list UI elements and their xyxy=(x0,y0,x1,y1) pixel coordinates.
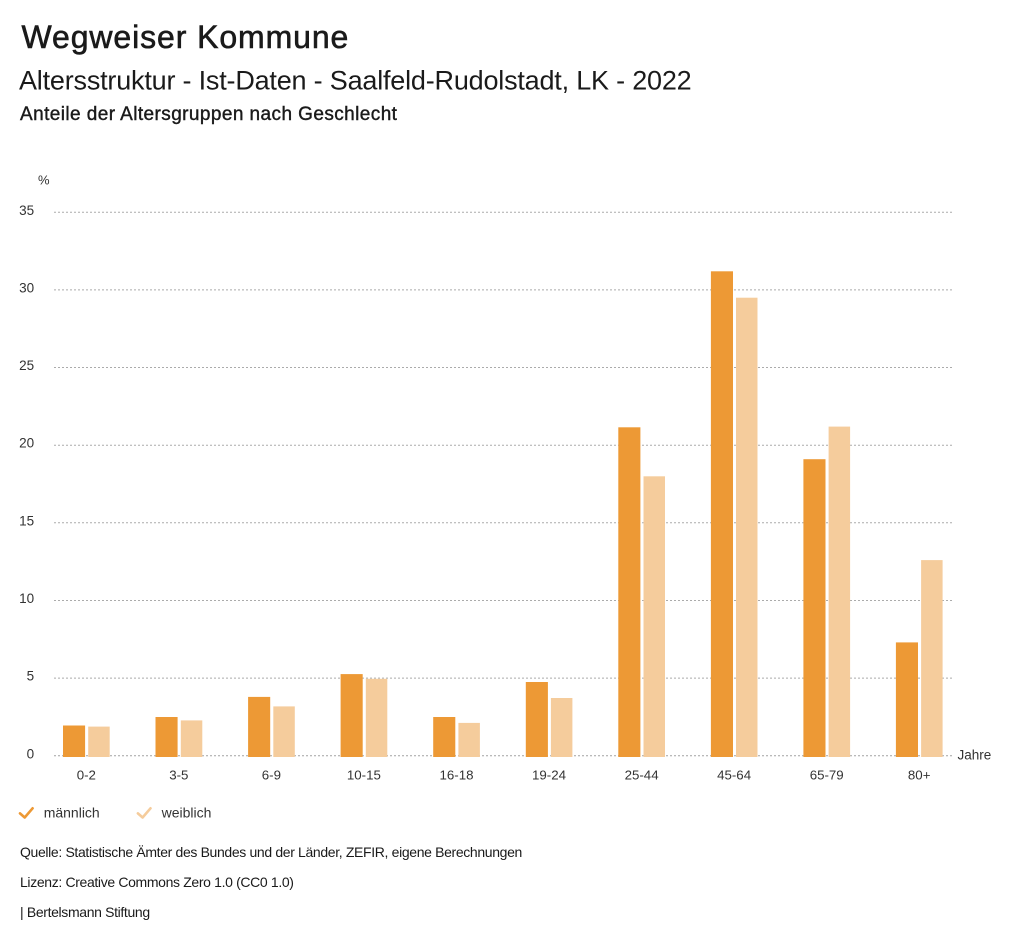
svg-text:Jahre: Jahre xyxy=(958,748,992,763)
svg-text:%: % xyxy=(38,172,50,187)
svg-text:6-9: 6-9 xyxy=(262,768,281,783)
svg-text:Wegweiser Kommune: Wegweiser Kommune xyxy=(22,19,350,55)
svg-text:25-44: 25-44 xyxy=(625,768,659,783)
svg-text:80+: 80+ xyxy=(908,768,931,783)
svg-text:Anteile der Altersgruppen nach: Anteile der Altersgruppen nach Geschlech… xyxy=(20,104,398,125)
svg-text:0-2: 0-2 xyxy=(77,768,96,783)
svg-text:25: 25 xyxy=(19,358,34,373)
svg-text:30: 30 xyxy=(19,280,34,295)
svg-text:weiblich: weiblich xyxy=(161,805,212,821)
svg-text:19-24: 19-24 xyxy=(532,768,566,783)
svg-text:0: 0 xyxy=(27,746,35,761)
svg-text:16-18: 16-18 xyxy=(439,768,473,783)
svg-text:35: 35 xyxy=(19,203,34,218)
svg-text:20: 20 xyxy=(19,436,34,451)
svg-text:Lizenz: Creative Commons Zero: Lizenz: Creative Commons Zero 1.0 (CC0 1… xyxy=(20,874,294,890)
svg-text:10: 10 xyxy=(19,591,34,606)
svg-text:Altersstruktur - Ist-Daten - S: Altersstruktur - Ist-Daten - Saalfeld-Ru… xyxy=(19,66,692,96)
svg-text:| Bertelsmann Stiftung: | Bertelsmann Stiftung xyxy=(20,904,150,920)
svg-text:Quelle: Statistische Ämter des: Quelle: Statistische Ämter des Bundes un… xyxy=(20,844,522,860)
svg-text:männlich: männlich xyxy=(44,805,100,821)
svg-text:15: 15 xyxy=(19,513,34,528)
svg-text:65-79: 65-79 xyxy=(810,768,844,783)
svg-text:10-15: 10-15 xyxy=(347,768,381,783)
svg-text:5: 5 xyxy=(27,669,35,684)
svg-text:3-5: 3-5 xyxy=(169,768,188,783)
svg-text:45-64: 45-64 xyxy=(717,768,751,783)
